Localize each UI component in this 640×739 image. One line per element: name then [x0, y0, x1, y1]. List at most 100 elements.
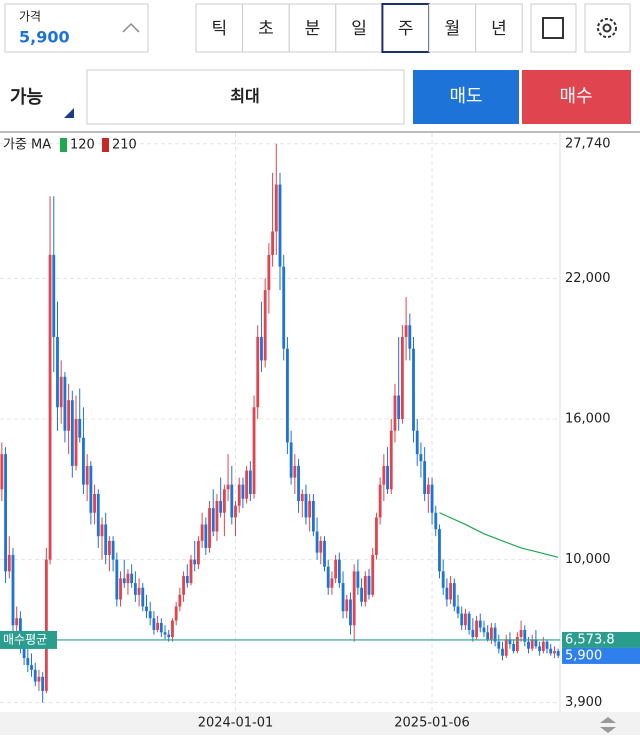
candle-body [30, 665, 33, 670]
candle-body [59, 376, 63, 408]
candle-body [356, 571, 360, 588]
candle-body [252, 407, 256, 494]
candle-body [41, 676, 45, 691]
candle-body [230, 484, 234, 518]
candle-body [163, 632, 167, 635]
candle-body [352, 571, 356, 626]
price-label: 가격 [19, 10, 41, 24]
candle-body [478, 620, 482, 628]
candle-body [438, 529, 441, 572]
candle-body [408, 325, 412, 349]
candle-body [260, 336, 263, 361]
candle-body [133, 583, 137, 595]
candle-body [289, 442, 293, 478]
candle-body [7, 554, 11, 572]
candle-body [111, 540, 115, 560]
candle-body [341, 583, 345, 612]
quantity-label: 최대 [230, 87, 259, 106]
dropdown-triangle [64, 108, 74, 118]
buy-button[interactable] [522, 70, 631, 124]
price-value: 5,900 [19, 28, 70, 47]
layout-button[interactable] [530, 3, 577, 53]
candle-body [263, 290, 267, 361]
gear-center [602, 23, 612, 33]
avg-label-box [0, 630, 57, 649]
period-label: 일 [351, 19, 367, 39]
candle-body [126, 573, 130, 584]
candle-body [70, 400, 74, 466]
candle-body [367, 576, 371, 595]
price-box[interactable] [4, 3, 149, 53]
candle-body [256, 336, 260, 408]
candle-body [449, 583, 453, 600]
candle-body [85, 465, 89, 485]
candle-body [156, 622, 160, 630]
candle-body [386, 465, 389, 490]
candle-body [501, 648, 504, 656]
candle-body [311, 501, 315, 532]
ma-line [439, 512, 559, 558]
candle-body [471, 629, 475, 637]
candle-body [378, 484, 382, 518]
candle-body [486, 632, 490, 640]
candle-body [167, 634, 171, 637]
quantity-box[interactable] [86, 69, 405, 125]
candle-body [178, 594, 182, 607]
available-label[interactable]: 가능 [10, 87, 43, 108]
candle-body [489, 627, 493, 640]
candle-body [534, 639, 538, 647]
candle-body [104, 524, 108, 555]
chevron-up[interactable] [122, 22, 140, 33]
candle-body [304, 493, 308, 518]
square-icon [542, 17, 564, 39]
period-button[interactable] [242, 3, 290, 53]
candle-body [493, 627, 497, 642]
period-label: 초 [258, 19, 274, 39]
candle-body [33, 669, 37, 682]
candle-body [185, 576, 189, 584]
candle-body [26, 658, 30, 666]
candle-body [375, 517, 378, 555]
candle-body [308, 501, 312, 518]
settings-button[interactable] [584, 3, 631, 53]
candle-body [397, 395, 401, 419]
candle-body [241, 484, 245, 499]
sell-label: 매도 [449, 86, 482, 107]
y-tick-label: 27,740 [565, 136, 611, 151]
period-button[interactable] [475, 3, 523, 53]
candle-body [52, 254, 56, 337]
legend-label: 210 [112, 138, 137, 153]
sell-button[interactable] [413, 70, 519, 124]
candle-body [141, 587, 145, 607]
candle-body [371, 554, 375, 595]
candle-body [63, 376, 67, 431]
candle-body [74, 418, 78, 466]
candle-body [100, 524, 104, 537]
period-button[interactable] [195, 3, 244, 53]
candle-body [556, 651, 560, 656]
candle-body [89, 465, 93, 513]
candle-body [148, 611, 152, 619]
x-axis-band [0, 712, 640, 735]
candle-body [515, 636, 519, 652]
candle-body [475, 620, 478, 637]
avg-value: 6,573.8 [565, 632, 615, 647]
candle-body [297, 465, 300, 502]
candle-body [171, 620, 174, 637]
period-label: 틱 [211, 19, 227, 39]
avg-label: 매수평균 [3, 632, 47, 646]
candle-body [200, 524, 204, 541]
scroll-down[interactable] [600, 727, 616, 733]
candle-body [527, 641, 530, 649]
candle-body [326, 566, 330, 588]
candle-body [286, 348, 289, 443]
candle-body [22, 646, 26, 659]
candle-body [130, 573, 134, 584]
candle-body [504, 639, 508, 656]
scroll-up[interactable] [600, 717, 616, 723]
x-tick-label: 2024-01-01 [198, 716, 274, 731]
candle-body [323, 540, 326, 567]
candle-body [222, 489, 226, 513]
candle-body [11, 554, 15, 626]
